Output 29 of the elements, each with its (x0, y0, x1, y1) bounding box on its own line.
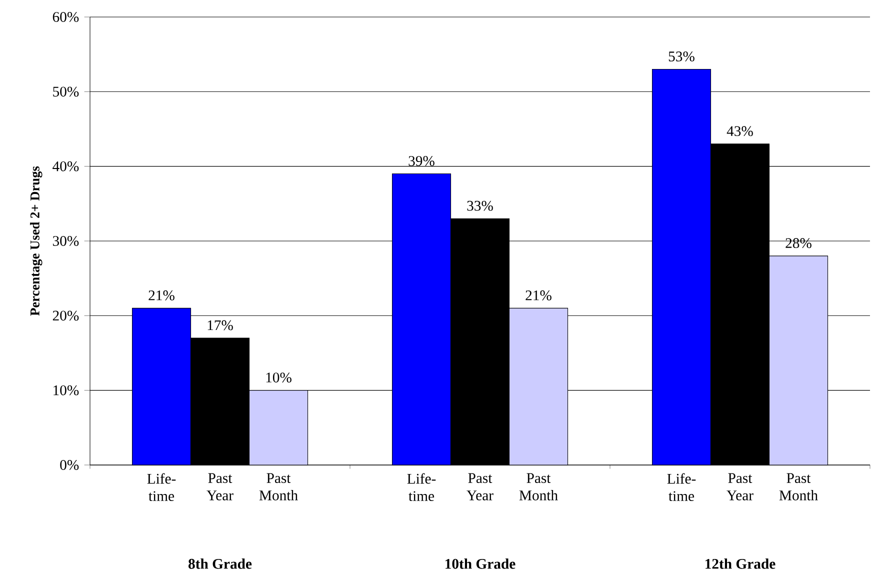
x-tick-label: 10th Grade (446, 558, 516, 569)
data-label: 53% (668, 52, 694, 62)
series-label: Past Year (206, 473, 234, 500)
text: Past Year (466, 473, 494, 500)
y-tick-label: 20% (52, 310, 79, 321)
data-label: 21% (526, 290, 552, 300)
text: Past Month (779, 473, 818, 500)
text: Past Year (726, 473, 754, 500)
series-label: Life- time (147, 473, 176, 502)
x-tick-label: 12th Grade (706, 558, 776, 569)
text: Past Month (519, 473, 558, 500)
data-label: 28% (786, 238, 812, 248)
x-tick-label: 8th Grade (188, 558, 252, 569)
y-tick-label: 30% (52, 236, 79, 246)
data-label: 39% (408, 156, 434, 166)
text: Life- time (667, 473, 696, 502)
data-label: 33% (467, 200, 493, 211)
y-tick-label: 40% (52, 161, 79, 172)
text: Life- time (407, 473, 436, 502)
y-tick-label: 60% (52, 12, 79, 22)
data-label: 10% (266, 372, 292, 382)
y-tick-label: 50% (53, 86, 79, 97)
y-axis-title: Percentage Used 2+ Drugs (30, 166, 42, 316)
y-tick-label: 10% (54, 385, 79, 396)
data-label: 21% (148, 290, 174, 300)
y-tick-label: 0% (60, 460, 79, 470)
data-label: 17% (208, 320, 233, 330)
series-label: Past Month (259, 473, 298, 500)
data-label: 43% (726, 126, 753, 136)
